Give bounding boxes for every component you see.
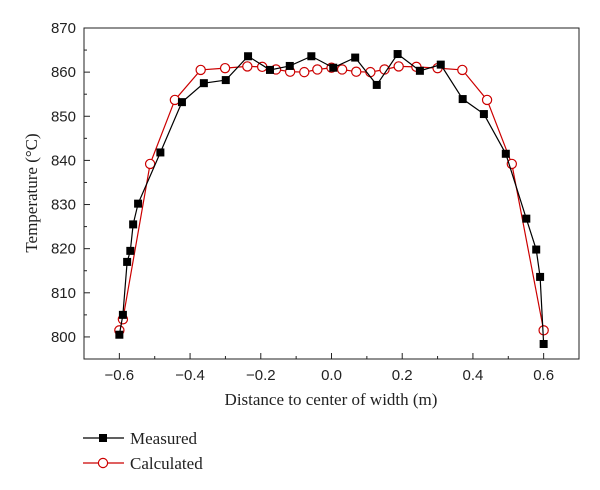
legend: Measured Calculated [83, 429, 203, 473]
data-point-measured [123, 257, 132, 266]
data-point-measured [458, 95, 467, 104]
data-point-measured [393, 50, 402, 59]
data-point-calculated [195, 64, 206, 76]
data-point-measured [177, 98, 186, 107]
data-point-calculated [481, 94, 493, 106]
data-point-measured [522, 214, 531, 223]
data-point-calculated [393, 61, 404, 72]
data-point-measured [129, 220, 138, 229]
series-layer [114, 50, 549, 348]
data-point-calculated [312, 64, 323, 75]
y-tick-label: 810 [51, 285, 76, 302]
data-point-measured [265, 65, 274, 74]
data-point-measured [285, 61, 294, 70]
x-axis-ticks: −0.6 −0.4 −0.2 0.0 0.2 0.4 0.6 [105, 353, 554, 384]
data-point-calculated [299, 66, 310, 78]
data-point-calculated [219, 62, 231, 74]
data-point-measured [479, 110, 488, 119]
data-point-measured [501, 149, 510, 158]
y-tick-label: 820 [51, 241, 76, 258]
data-point-measured [244, 52, 253, 61]
legend-item-measured: Measured [83, 429, 198, 448]
x-tick-label: 0.6 [533, 367, 554, 384]
x-axis-title: Distance to center of width (m) [225, 390, 438, 409]
data-point-measured [126, 246, 135, 255]
data-point-measured [415, 66, 424, 75]
data-point-calculated [351, 66, 362, 77]
data-point-measured [199, 79, 208, 88]
data-point-measured [115, 330, 124, 339]
legend-label-calculated: Calculated [130, 454, 203, 473]
data-point-measured [536, 272, 545, 281]
series-measured [115, 50, 548, 348]
x-tick-label: −0.6 [105, 367, 135, 384]
legend-label-measured: Measured [130, 429, 198, 448]
data-point-measured [532, 245, 541, 254]
x-tick-label: 0.4 [462, 367, 483, 384]
legend-marker-calculated [97, 457, 109, 469]
data-point-calculated [242, 61, 253, 72]
data-point-measured [372, 80, 381, 89]
data-point-measured [329, 63, 338, 72]
y-tick-label: 850 [51, 108, 76, 125]
y-tick-label: 830 [51, 197, 76, 214]
data-point-measured [156, 148, 165, 157]
plot-frame [83, 27, 580, 360]
data-point-calculated [336, 64, 348, 75]
data-point-measured [351, 53, 360, 62]
data-point-measured [221, 76, 230, 85]
legend-marker-measured [99, 434, 107, 442]
x-tick-label: −0.2 [246, 367, 276, 384]
data-point-measured [118, 310, 127, 319]
data-point-measured [134, 199, 143, 208]
data-point-measured [436, 60, 445, 69]
x-tick-label: 0.0 [321, 367, 342, 384]
y-tick-label: 840 [51, 152, 76, 169]
data-point-calculated [457, 64, 468, 76]
data-point-calculated [144, 158, 156, 170]
y-axis-title: Temperature (°C) [22, 133, 41, 252]
y-tick-label: 800 [51, 329, 76, 346]
x-tick-label: 0.2 [392, 367, 413, 384]
y-tick-label: 870 [51, 20, 76, 37]
series-line-measured [118, 53, 545, 345]
y-tick-label: 860 [51, 64, 76, 81]
legend-item-calculated: Calculated [83, 454, 203, 473]
y-axis-ticks: 800 810 820 830 840 850 860 870 [51, 20, 90, 360]
data-point-measured [307, 52, 316, 61]
data-point-measured [539, 339, 548, 348]
x-tick-label: −0.4 [175, 367, 205, 384]
